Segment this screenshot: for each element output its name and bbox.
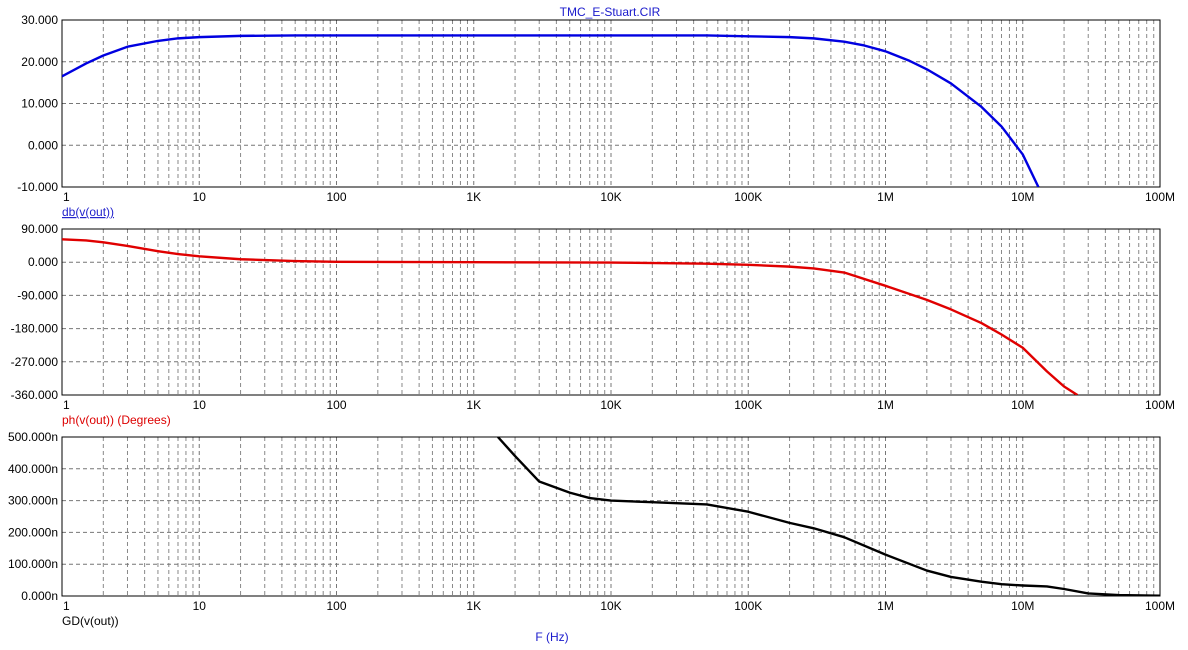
- x-tick-label: 100: [326, 190, 346, 204]
- y-tick-label: 200.000n: [8, 525, 58, 539]
- plot-frame: [61, 228, 1161, 396]
- y-tick-label: 100.000n: [8, 557, 58, 571]
- x-tick-label: 100K: [734, 190, 762, 204]
- x-tick-label: 1K: [466, 398, 481, 412]
- y-tick-label: -10.000: [17, 180, 58, 194]
- x-tick-label: 10M: [1011, 398, 1034, 412]
- x-tick-label: 1: [63, 190, 70, 204]
- x-tick-label: 100: [326, 599, 346, 613]
- y-tick-label: 0.000: [28, 255, 58, 269]
- x-tick-label: 10: [193, 599, 207, 613]
- y-tick-label: -360.000: [11, 388, 59, 402]
- plot-frame: [61, 436, 1161, 597]
- window-title: TMC_E-Stuart.CIR: [560, 5, 661, 19]
- x-axis-title: F (Hz): [535, 630, 568, 644]
- x-tick-label: 1K: [466, 190, 481, 204]
- y-tick-label: 300.000n: [8, 494, 58, 508]
- y-tick-label: -180.000: [11, 322, 59, 336]
- x-tick-label: 100M: [1145, 190, 1175, 204]
- chart-panel-3: 500.000n400.000n300.000n200.000n100.000n…: [8, 430, 1175, 628]
- x-tick-label: 1M: [877, 599, 894, 613]
- x-tick-label: 10M: [1011, 190, 1034, 204]
- x-tick-label: 1K: [466, 599, 481, 613]
- chart-panel-1: 30.000 20.000 10.000 0.000 -10.000 1 10 100 1K 10…: [17, 13, 1175, 219]
- y-axis-label: db(v(out)): [62, 205, 114, 219]
- y-tick-label: 0.000: [28, 138, 58, 152]
- y-tick-label: 500.000n: [8, 430, 58, 444]
- series-line-db-v-out-: [62, 34, 1040, 187]
- y-axis-label: GD(v(out)): [62, 614, 119, 628]
- x-tick-label: 10M: [1011, 599, 1034, 613]
- chart-panel-2: 90.000 0.000 -90.000 -180.000 -270.000 -360.0…: [11, 222, 1175, 427]
- y-tick-label: -90.000: [17, 288, 58, 302]
- y-tick-label: 0.000n: [21, 589, 58, 603]
- x-tick-label: 1M: [877, 190, 894, 204]
- y-tick-label: -270.000: [11, 355, 59, 369]
- x-tick-label: 10K: [600, 190, 621, 204]
- y-tick-label: 90.000: [21, 222, 58, 236]
- x-tick-label: 1: [63, 398, 70, 412]
- x-tick-label: 10K: [600, 398, 621, 412]
- series-line-gd-v-out-: [497, 437, 1160, 596]
- x-tick-label: 100M: [1145, 398, 1175, 412]
- x-tick-label: 100: [326, 398, 346, 412]
- x-tick-label: 1: [63, 599, 70, 613]
- x-tick-label: 10K: [600, 599, 621, 613]
- x-tick-label: 10: [193, 398, 207, 412]
- y-axis-label: ph(v(out)) (Degrees): [62, 413, 171, 427]
- x-tick-label: 100K: [734, 398, 762, 412]
- y-tick-label: 10.000: [21, 97, 58, 111]
- x-tick-label: 100K: [734, 599, 762, 613]
- x-tick-label: 1M: [877, 398, 894, 412]
- x-tick-label: 100M: [1145, 599, 1175, 613]
- y-tick-label: 400.000n: [8, 462, 58, 476]
- series-line-ph-v-out-: [62, 238, 1079, 395]
- plot-frame: [61, 19, 1161, 188]
- x-tick-label: 10: [193, 190, 207, 204]
- y-tick-label: 30.000: [21, 13, 58, 27]
- y-tick-label: 20.000: [21, 55, 58, 69]
